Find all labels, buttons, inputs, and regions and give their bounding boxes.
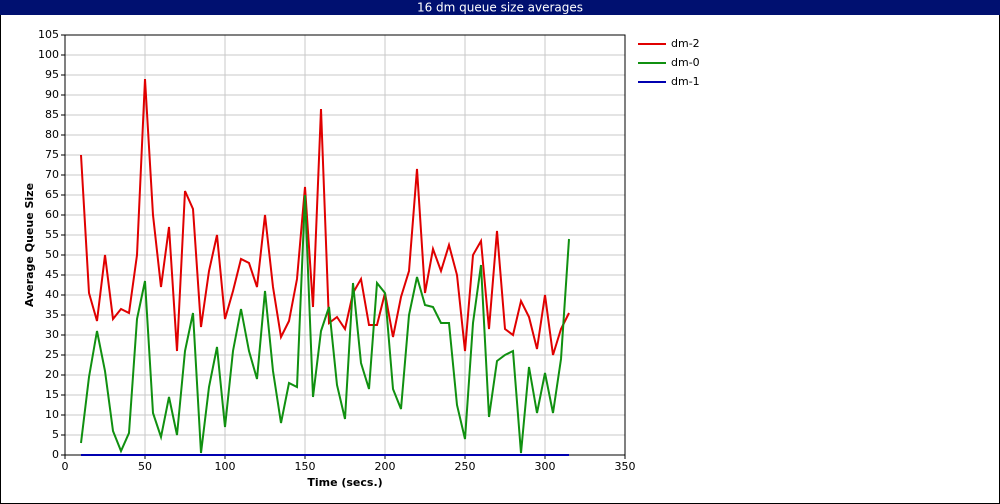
x-tick-label: 100 <box>215 460 236 473</box>
series-line <box>80 194 570 454</box>
y-tick-label: 10 <box>45 408 59 421</box>
legend-label: dm-0 <box>671 56 700 69</box>
chart-title: 16 dm queue size averages <box>417 1 583 15</box>
x-tick-label: 0 <box>62 460 69 473</box>
legend-label: dm-2 <box>671 37 700 50</box>
y-tick-label: 90 <box>45 88 59 101</box>
y-tick-label: 60 <box>45 208 59 221</box>
x-tick-label: 200 <box>375 460 396 473</box>
y-tick-label: 35 <box>45 308 59 321</box>
y-tick-label: 95 <box>45 68 59 81</box>
y-tick-label: 100 <box>38 48 59 61</box>
y-tick-label: 80 <box>45 128 59 141</box>
title-bar <box>0 0 1000 15</box>
x-tick-label: 250 <box>455 460 476 473</box>
y-tick-label: 65 <box>45 188 59 201</box>
y-axis-label: Average Queue Size <box>23 183 36 307</box>
x-tick-label: 300 <box>535 460 556 473</box>
y-tick-label: 30 <box>45 328 59 341</box>
series-line <box>80 78 570 356</box>
y-tick-label: 105 <box>38 28 59 41</box>
y-tick-label: 70 <box>45 168 59 181</box>
legend-label: dm-1 <box>671 75 700 88</box>
y-tick-label: 50 <box>45 248 59 261</box>
y-tick-label: 0 <box>52 448 59 461</box>
y-tick-label: 55 <box>45 228 59 241</box>
y-tick-label: 15 <box>45 388 59 401</box>
x-tick-label: 50 <box>138 460 152 473</box>
x-axis-label: Time (secs.) <box>307 476 382 489</box>
y-tick-label: 25 <box>45 348 59 361</box>
y-tick-label: 20 <box>45 368 59 381</box>
y-tick-label: 75 <box>45 148 59 161</box>
x-tick-label: 150 <box>295 460 316 473</box>
y-tick-label: 45 <box>45 268 59 281</box>
x-tick-label: 350 <box>615 460 636 473</box>
y-tick-label: 5 <box>52 428 59 441</box>
y-tick-label: 40 <box>45 288 59 301</box>
y-tick-label: 85 <box>45 108 59 121</box>
